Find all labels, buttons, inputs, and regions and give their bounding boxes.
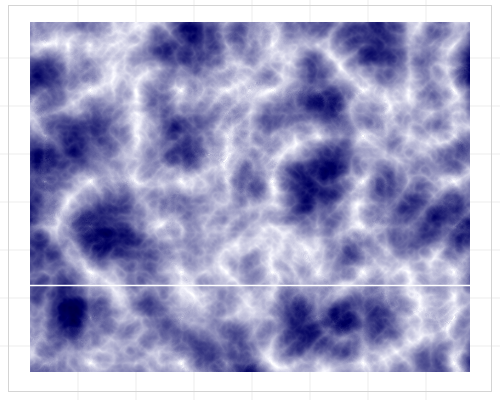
texture: [30, 22, 470, 372]
frame: [8, 5, 492, 392]
noise-texture: [30, 22, 470, 372]
